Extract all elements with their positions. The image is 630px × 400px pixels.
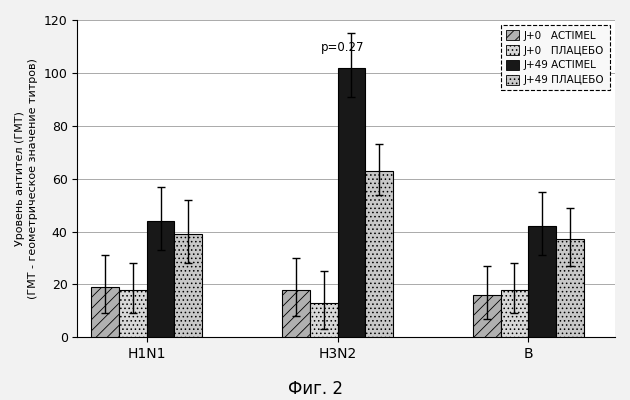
Bar: [91, 287, 119, 337]
Bar: [556, 240, 584, 337]
Bar: [338, 68, 365, 337]
Bar: [500, 290, 529, 337]
Bar: [310, 303, 338, 337]
Bar: [175, 234, 202, 337]
Bar: [529, 226, 556, 337]
Text: Фиг. 2: Фиг. 2: [287, 380, 343, 398]
Bar: [282, 290, 310, 337]
Text: p=0.27: p=0.27: [321, 41, 365, 54]
Legend: J+0   ACTIMEL, J+0   ПЛАЦЕБО, J+49 ACTIMEL, J+49 ПЛАЦЕБО: J+0 ACTIMEL, J+0 ПЛАЦЕБО, J+49 ACTIMEL, …: [501, 25, 610, 90]
Y-axis label: Уровень антител (ГМТ)
(ГМТ - геометрическое значение титров): Уровень антител (ГМТ) (ГМТ - геометричес…: [15, 58, 38, 299]
Bar: [365, 171, 393, 337]
Bar: [119, 290, 147, 337]
Bar: [147, 221, 175, 337]
Bar: [472, 295, 500, 337]
